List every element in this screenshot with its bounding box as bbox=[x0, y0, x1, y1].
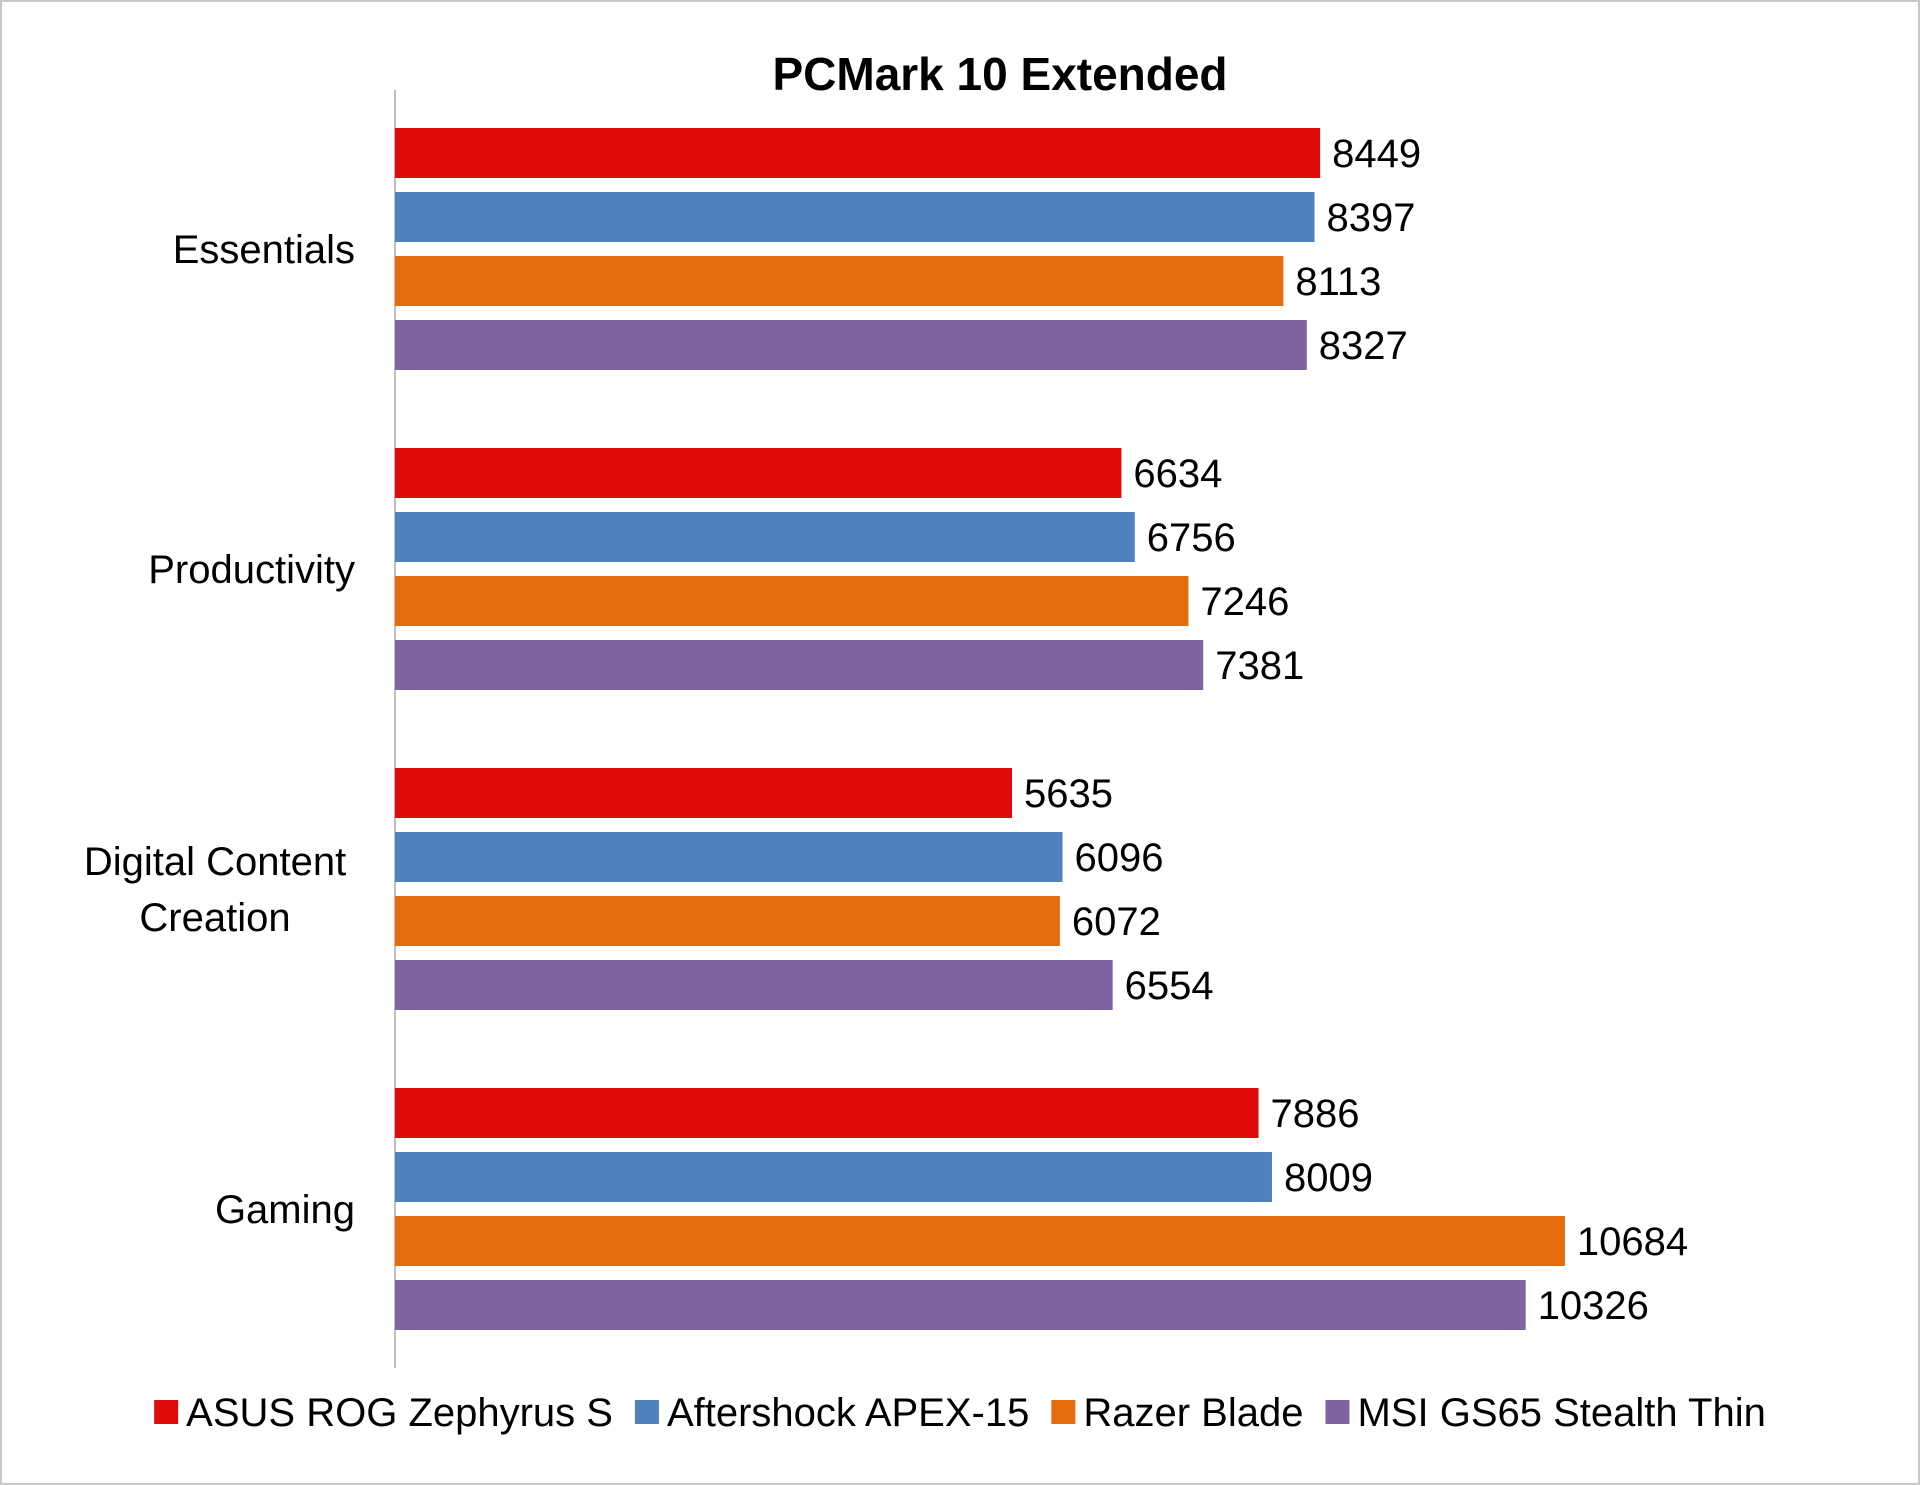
data-label: 8327 bbox=[1319, 324, 1408, 368]
legend-item: ASUS ROG Zephyrus S bbox=[154, 1391, 613, 1435]
legend-item: Razer Blade bbox=[1051, 1391, 1303, 1435]
category-labels: Essentials Productivity Digital Content Cre… bbox=[84, 228, 355, 1232]
bars-layer bbox=[395, 128, 1565, 1330]
data-label: 10684 bbox=[1577, 1220, 1688, 1264]
data-label: 7381 bbox=[1215, 644, 1304, 688]
data-label: 10326 bbox=[1538, 1284, 1649, 1328]
bar bbox=[395, 576, 1189, 626]
bar bbox=[395, 1152, 1272, 1202]
bar bbox=[395, 320, 1307, 370]
legend-item: Aftershock APEX-15 bbox=[634, 1391, 1029, 1435]
legend-label: Aftershock APEX-15 bbox=[667, 1391, 1029, 1435]
bar bbox=[395, 768, 1013, 818]
data-label: 8449 bbox=[1332, 132, 1421, 176]
category-label: Productivity bbox=[148, 548, 355, 592]
bar bbox=[395, 832, 1063, 882]
bar bbox=[395, 1088, 1259, 1138]
bar bbox=[395, 256, 1284, 306]
data-label: 7886 bbox=[1271, 1092, 1360, 1136]
legend-swatch bbox=[1051, 1400, 1076, 1424]
legend-swatch bbox=[154, 1400, 179, 1424]
data-label: 8009 bbox=[1284, 1156, 1373, 1200]
legend-item: MSI GS65 Stealth Thin bbox=[1325, 1391, 1766, 1435]
bar bbox=[395, 448, 1122, 498]
data-label: 6554 bbox=[1125, 964, 1214, 1008]
category-label: Digital Content Creation bbox=[84, 840, 346, 940]
chart-title: PCMark 10 Extended bbox=[772, 48, 1227, 100]
bar bbox=[395, 512, 1135, 562]
category-label: Essentials bbox=[173, 228, 355, 272]
category-label: Gaming bbox=[215, 1188, 355, 1232]
legend-label: ASUS ROG Zephyrus S bbox=[186, 1391, 613, 1435]
data-label: 6072 bbox=[1072, 900, 1161, 944]
legend: ASUS ROG Zephyrus S Aftershock APEX-15 Raz… bbox=[154, 1391, 1766, 1435]
bar bbox=[395, 896, 1060, 946]
legend-swatch bbox=[1325, 1400, 1350, 1424]
legend-label: Razer Blade bbox=[1083, 1391, 1303, 1435]
bar bbox=[395, 960, 1113, 1010]
data-label: 8397 bbox=[1326, 196, 1415, 240]
data-label: 6634 bbox=[1133, 452, 1222, 496]
data-label: 7246 bbox=[1200, 580, 1289, 624]
bar bbox=[395, 640, 1204, 690]
bar bbox=[395, 1216, 1565, 1266]
legend-swatch bbox=[634, 1400, 659, 1424]
value-labels: 8449 8397 8113 8327 6634 6756 7246 7381 5635 6096… bbox=[1024, 132, 1688, 1328]
bar bbox=[395, 1280, 1526, 1330]
data-label: 8113 bbox=[1295, 260, 1381, 304]
data-label: 6756 bbox=[1147, 516, 1236, 560]
legend-label: MSI GS65 Stealth Thin bbox=[1357, 1391, 1765, 1435]
bar bbox=[395, 192, 1315, 242]
data-label: 5635 bbox=[1024, 772, 1113, 816]
data-label: 6096 bbox=[1075, 836, 1164, 880]
bar bbox=[395, 128, 1321, 178]
